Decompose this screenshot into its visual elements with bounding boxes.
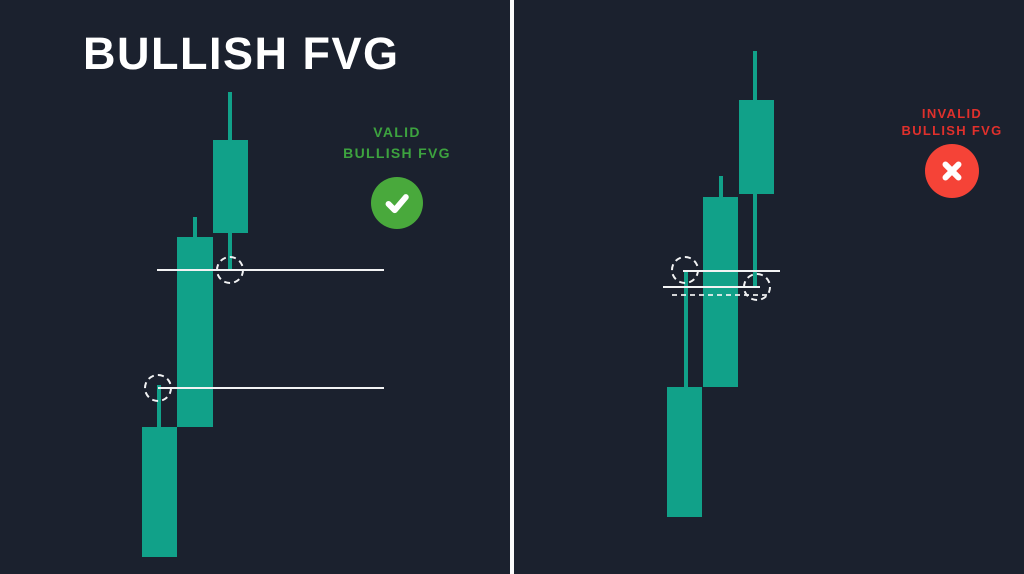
valid-label-line2: BULLISH FVG xyxy=(343,145,451,161)
left-candle-2-body xyxy=(177,237,213,427)
left-candle3-low-line xyxy=(157,269,384,271)
cross-icon xyxy=(925,144,979,198)
right-candle-3-wick-1 xyxy=(753,51,757,100)
right-candle-2-wick-1 xyxy=(719,176,723,197)
valid-label-line1: VALID xyxy=(373,124,421,140)
check-icon xyxy=(371,177,423,229)
right-candle-1-wick-1 xyxy=(684,270,688,387)
right-candle3-low-line xyxy=(663,286,760,288)
right-candle-2-body xyxy=(703,197,738,387)
right-candle-3-wick-2 xyxy=(753,194,757,287)
left-candle1-high-marker xyxy=(144,374,172,402)
left-candle3-low-marker xyxy=(216,256,244,284)
right-candle3-low-marker xyxy=(743,273,771,301)
right-candle1-high-marker xyxy=(671,256,699,284)
left-candle-1-body xyxy=(142,427,177,557)
invalid-label-line2: BULLISH FVG xyxy=(901,123,1003,138)
left-candle1-high-line xyxy=(158,387,384,389)
invalid-label-line1: INVALID xyxy=(921,106,983,121)
left-candle-3-body xyxy=(213,140,248,233)
right-candle1-high-line xyxy=(683,270,780,272)
left-candle-1-wick-1 xyxy=(157,385,161,427)
invalid-label-group: INVALID BULLISH FVG xyxy=(872,105,1024,198)
right-candle-3-body xyxy=(739,100,774,194)
right-candle-1-body xyxy=(667,387,702,517)
page-title: BULLISH FVG xyxy=(83,28,400,79)
left-candle-3-wick-2 xyxy=(228,233,232,271)
valid-label-group: VALID BULLISH FVG xyxy=(317,122,477,229)
left-candle-3-wick-1 xyxy=(228,92,232,140)
panel-divider xyxy=(510,0,514,574)
right-overlap-line xyxy=(672,294,769,296)
left-candle-2-wick-1 xyxy=(193,217,197,237)
